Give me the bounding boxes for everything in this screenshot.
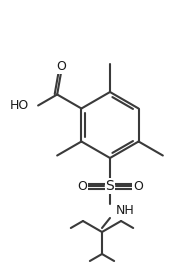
Text: S: S [106, 179, 114, 193]
Text: O: O [77, 179, 87, 192]
Text: NH: NH [116, 204, 135, 217]
Text: O: O [133, 179, 143, 192]
Text: HO: HO [10, 99, 29, 112]
Text: O: O [56, 60, 66, 73]
